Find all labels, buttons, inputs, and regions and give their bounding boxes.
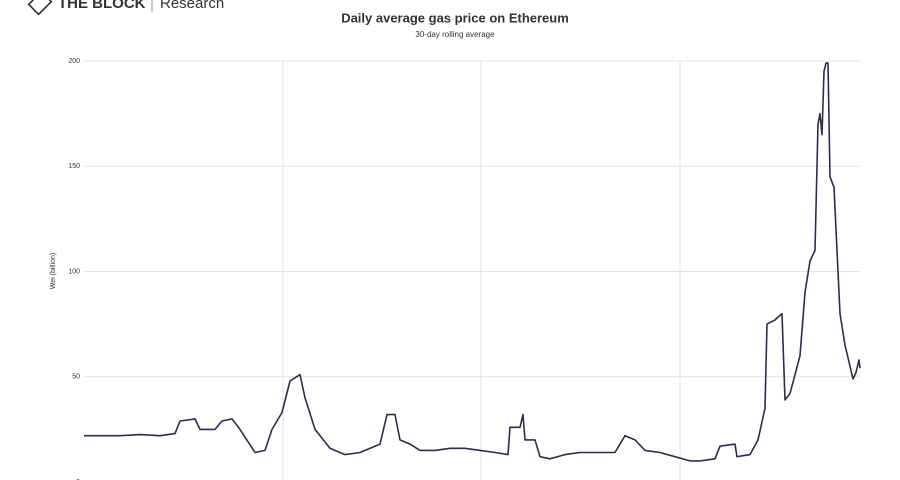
- logo-icon: [27, 0, 53, 16]
- y-tick-label: 200: [68, 58, 80, 65]
- chart-title: Daily average gas price on Ethereum: [341, 10, 569, 25]
- y-tick-label: 150: [68, 163, 80, 170]
- chart-subtitle: 30-day rolling average: [415, 30, 495, 39]
- data-line: [84, 62, 861, 462]
- y-tick-label: 50: [72, 374, 80, 381]
- brand-section: Research: [160, 0, 224, 12]
- y-tick-label: 0: [76, 479, 80, 480]
- brand-name: THE BLOCK: [58, 0, 146, 12]
- logo: THE BLOCK Research: [27, 0, 224, 16]
- y-tick-label: 100: [68, 268, 80, 275]
- y-axis-label: Wei (billion): [50, 253, 57, 289]
